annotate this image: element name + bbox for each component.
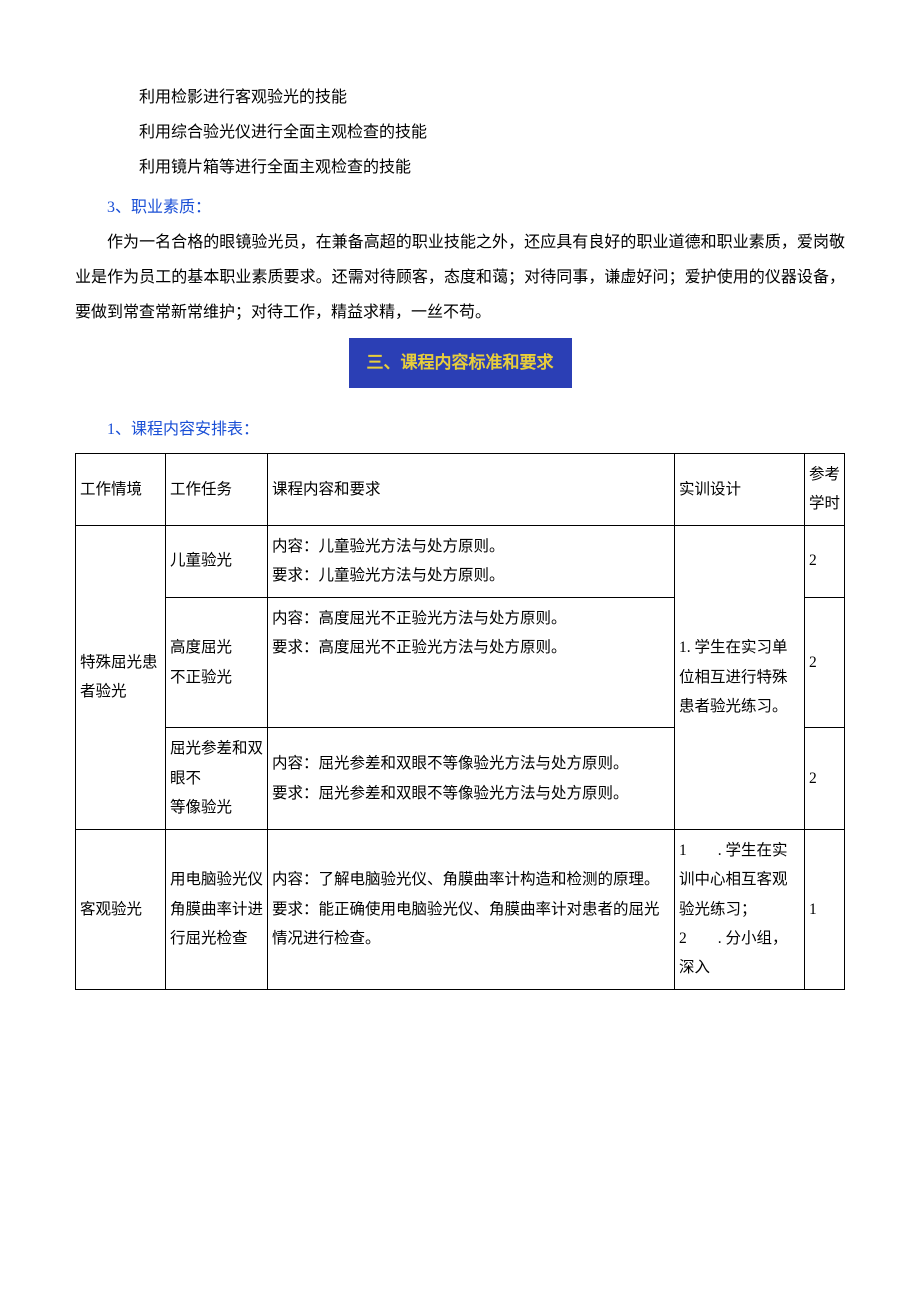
content-line: 要求：儿童验光方法与处方原则。 <box>272 567 505 584</box>
th-design: 实训设计 <box>675 453 805 525</box>
design-line: 1 . 学生在实训中心相互客观验光练习； <box>679 842 788 918</box>
section-label-quality: 3、职业素质： <box>75 190 845 225</box>
table-row: 特殊屈光患者验光 儿童验光 内容：儿童验光方法与处方原则。 要求：儿童验光方法与… <box>76 525 845 597</box>
skill-line-2: 利用综合验光仪进行全面主观检查的技能 <box>75 115 845 150</box>
th-content: 课程内容和要求 <box>268 453 675 525</box>
cell-content: 内容：儿童验光方法与处方原则。 要求：儿童验光方法与处方原则。 <box>268 525 675 597</box>
table-header-row: 工作情境 工作任务 课程内容和要求 实训设计 参考 学时 <box>76 453 845 525</box>
cell-task: 高度屈光 不正验光 <box>166 597 268 728</box>
cell-design-2: 1 . 学生在实训中心相互客观验光练习； 2 . 分小组，深入 <box>675 829 805 989</box>
content-line: 内容：了解电脑验光仪、角膜曲率计构造和检测的原理。 <box>272 871 660 888</box>
task-line: 屈光参差和双眼不 <box>170 740 263 786</box>
content-line: 要求：能正确使用电脑验光仪、角膜曲率计对患者的屈光情况进行检查。 <box>272 901 660 947</box>
content-line: 内容：儿童验光方法与处方原则。 <box>272 538 505 555</box>
cell-content: 内容：高度屈光不正验光方法与处方原则。 要求：高度屈光不正验光方法与处方原则。 <box>268 597 675 728</box>
content-line: 内容：屈光参差和双眼不等像验光方法与处方原则。 <box>272 755 629 772</box>
skill-line-1: 利用检影进行客观验光的技能 <box>75 80 845 115</box>
content-line: 要求：屈光参差和双眼不等像验光方法与处方原则。 <box>272 785 629 802</box>
table-row: 客观验光 用电脑验光仪角膜曲率计进行屈光检查 内容：了解电脑验光仪、角膜曲率计构… <box>76 829 845 989</box>
content-line: 要求：高度屈光不正验光方法与处方原则。 <box>272 639 567 656</box>
th-hours-l1: 参考 <box>809 466 840 483</box>
task-line: 不正验光 <box>170 669 232 686</box>
cell-hours: 2 <box>805 525 845 597</box>
sub-label-schedule: 1、课程内容安排表： <box>75 412 845 447</box>
skill-line-3: 利用镜片箱等进行全面主观检查的技能 <box>75 150 845 185</box>
task-line: 高度屈光 <box>170 639 232 656</box>
cell-content: 内容：了解电脑验光仪、角膜曲率计构造和检测的原理。 要求：能正确使用电脑验光仪、… <box>268 829 675 989</box>
section-header-3: 三、课程内容标准和要求 <box>349 338 572 387</box>
th-task: 工作任务 <box>166 453 268 525</box>
th-context: 工作情境 <box>76 453 166 525</box>
cell-hours: 2 <box>805 597 845 728</box>
th-hours: 参考 学时 <box>805 453 845 525</box>
cell-context-2: 客观验光 <box>76 829 166 989</box>
task-line: 等像验光 <box>170 799 232 816</box>
cell-context-1: 特殊屈光患者验光 <box>76 525 166 829</box>
cell-hours: 2 <box>805 728 845 829</box>
cell-task: 儿童验光 <box>166 525 268 597</box>
cell-design-1: 1. 学生在实习单位相互进行特殊患者验光练习。 <box>675 525 805 829</box>
design-line: 2 . 分小组，深入 <box>679 930 788 976</box>
course-schedule-table: 工作情境 工作任务 课程内容和要求 实训设计 参考 学时 特殊屈光患者验光 儿童… <box>75 453 845 990</box>
cell-content: 内容：屈光参差和双眼不等像验光方法与处方原则。 要求：屈光参差和双眼不等像验光方… <box>268 728 675 829</box>
content-line: 内容：高度屈光不正验光方法与处方原则。 <box>272 610 567 627</box>
th-hours-l2: 学时 <box>809 495 840 512</box>
cell-task: 用电脑验光仪角膜曲率计进行屈光检查 <box>166 829 268 989</box>
cell-task: 屈光参差和双眼不 等像验光 <box>166 728 268 829</box>
cell-hours: 1 <box>805 829 845 989</box>
quality-paragraph: 作为一名合格的眼镜验光员，在兼备高超的职业技能之外，还应具有良好的职业道德和职业… <box>75 225 845 331</box>
